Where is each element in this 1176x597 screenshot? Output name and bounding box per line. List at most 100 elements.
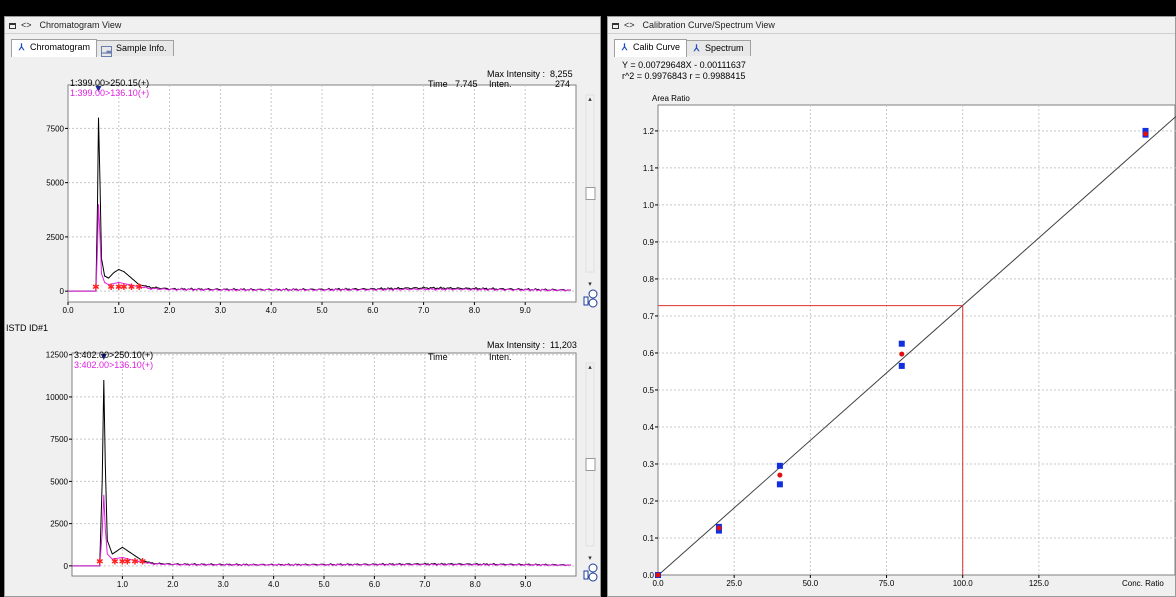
zoom-in-icon — [588, 289, 598, 299]
calib-y-axis-label: Area Ratio — [652, 94, 690, 103]
calib-y-tick-label: 0.1 — [643, 534, 655, 543]
integration-mark: ✱ — [111, 558, 119, 568]
calib-y-tick-label: 1.1 — [643, 164, 655, 173]
chromatogram-y-tick-label: 7500 — [50, 435, 68, 444]
calib-mean-point — [777, 472, 783, 478]
integration-mark: ✱ — [92, 283, 100, 293]
integration-mark: ✱ — [124, 558, 132, 568]
integration-mark: ✱ — [107, 283, 115, 293]
scroll-up-icon: ▴ — [588, 364, 592, 371]
istd-label: ISTD ID#1 — [6, 323, 49, 333]
code-arrows-icon[interactable]: <> — [21, 20, 32, 30]
chromatogram-view-title-bar: <> Chromatogram View — [5, 17, 600, 34]
chromatogram-y-tick-label: 2500 — [46, 233, 64, 242]
calib-x-tick-label: 0.0 — [652, 579, 664, 588]
chromatogram-x-tick-label: 5.0 — [318, 580, 330, 589]
sample-info-icon: ▁▃ — [101, 46, 113, 57]
top-trace1-label: 1:399.00>250.15(+) — [70, 78, 150, 88]
peak-top-marker — [100, 354, 107, 360]
calib-y-tick-label: 0.7 — [643, 312, 655, 321]
calib-standard-point — [898, 362, 905, 369]
tab-calib-curve-label: Calib Curve — [633, 42, 681, 52]
tab-chromatogram[interactable]: ⅄ Chromatogram — [11, 39, 98, 57]
calib-standard-point — [776, 462, 783, 469]
chromatogram-scrollbar — [585, 94, 595, 273]
calib-mean-point — [1143, 131, 1149, 137]
tab-calib-curve[interactable]: ⅄ Calib Curve — [614, 39, 688, 57]
scroll-up-icon: ▴ — [588, 96, 592, 103]
calib-x-axis-label: Conc. Ratio — [1122, 579, 1164, 588]
zoom-out-icon — [588, 298, 598, 308]
chromatogram-x-tick-label: 9.0 — [520, 306, 532, 315]
peak-icon: ⅄ — [18, 42, 25, 52]
peak-icon: ⅄ — [693, 43, 700, 53]
top-trace2-label: 1:399.00>136.10(+) — [70, 88, 150, 98]
calib-mean-point — [655, 572, 661, 578]
integration-mark: ✱ — [128, 283, 136, 293]
integration-mark: ✱ — [119, 558, 127, 568]
scroll-down-icon: ▾ — [588, 281, 592, 288]
chromatogram-x-tick-label: 2.0 — [167, 580, 179, 589]
zoom-out-icon — [588, 572, 598, 582]
calib-y-tick-label: 0.9 — [643, 238, 655, 247]
scroll-down-icon: ▾ — [588, 555, 592, 562]
top-inten-label: Inten. — [489, 79, 512, 89]
bottom-trace2-label: 3:402.00>136.10(+) — [74, 360, 154, 370]
calib-y-tick-label: 0.8 — [643, 275, 655, 284]
calib-y-tick-label: 0.0 — [643, 571, 655, 580]
calibration-view-title-bar: <> Calibration Curve/Spectrum View — [608, 17, 1175, 34]
bottom-inten-label: Inten. — [489, 352, 512, 362]
window-restore-icon[interactable] — [9, 22, 16, 29]
calib-y-tick-label: 1.0 — [643, 201, 655, 210]
calibration-tabs: ⅄ Calib Curve ⅄ Spectrum — [614, 38, 751, 57]
chromatogram-trace-2 — [72, 494, 572, 567]
peak-top-marker — [95, 86, 102, 92]
calib-fit-line — [657, 115, 1176, 576]
chromatogram-y-tick-label: 5000 — [50, 477, 68, 486]
chromatogram-x-tick-label: 0.0 — [62, 306, 74, 315]
chromatogram-scrollbar — [585, 362, 595, 547]
chromatogram-tabs: ⅄ Chromatogram ▁▃ Sample Info. — [11, 38, 174, 57]
chromatogram-trace-2 — [68, 204, 571, 292]
zoom-reset-icon — [583, 570, 589, 580]
zoom-in-icon — [588, 563, 598, 573]
chromatogram-x-tick-label: 4.0 — [268, 580, 280, 589]
calib-y-tick-label: 0.6 — [643, 349, 655, 358]
code-arrows-icon[interactable]: <> — [624, 20, 635, 30]
chromatogram-x-tick-label: 9.0 — [520, 580, 532, 589]
window-restore-icon[interactable] — [612, 22, 619, 29]
calib-mean-point — [716, 525, 722, 531]
tab-sample-info-label: Sample Info. — [116, 43, 167, 53]
top-time-value: 7.745 — [455, 79, 478, 89]
top-time-label: Time — [428, 79, 448, 89]
calib-x-tick-label: 75.0 — [879, 579, 895, 588]
tab-chromatogram-label: Chromatogram — [30, 42, 91, 52]
integration-mark: ✱ — [120, 283, 128, 293]
chromatogram-x-tick-label: 6.0 — [369, 580, 381, 589]
calib-y-tick-label: 0.2 — [643, 497, 655, 506]
chromatogram-x-tick-label: 3.0 — [215, 306, 227, 315]
tab-sample-info[interactable]: ▁▃ Sample Info. — [96, 40, 174, 57]
chromatogram-x-tick-label: 5.0 — [316, 306, 328, 315]
calib-standard-point — [898, 340, 905, 347]
chromatogram-y-tick-label: 0 — [60, 287, 65, 296]
calib-standard-point — [776, 481, 783, 488]
chromatogram-x-tick-label: 1.0 — [117, 580, 129, 589]
scroll-thumb — [585, 458, 596, 471]
chromatogram-y-tick-label: 5000 — [46, 179, 64, 188]
chromatogram-x-tick-label: 6.0 — [367, 306, 379, 315]
calib-x-tick-label: 125.0 — [1029, 579, 1050, 588]
integration-mark: ✱ — [139, 558, 147, 568]
calib-y-tick-label: 0.5 — [643, 386, 655, 395]
tab-spectrum-label: Spectrum — [705, 43, 744, 53]
bottom-max-intensity: Max Intensity : 11,203 — [487, 340, 577, 350]
calib-plot-area — [657, 104, 1176, 576]
chromatogram-x-tick-label: 4.0 — [266, 306, 278, 315]
chromatogram-x-tick-label: 3.0 — [218, 580, 230, 589]
calib-standard-point — [715, 527, 722, 534]
calibration-view-title: Calibration Curve/Spectrum View — [642, 20, 775, 30]
chromatogram-x-tick-label: 7.0 — [419, 580, 431, 589]
top-max-intensity: Max Intensity : 8,255 — [487, 69, 573, 79]
calib-x-tick-label: 25.0 — [726, 579, 742, 588]
integration-mark: ✱ — [96, 558, 104, 568]
